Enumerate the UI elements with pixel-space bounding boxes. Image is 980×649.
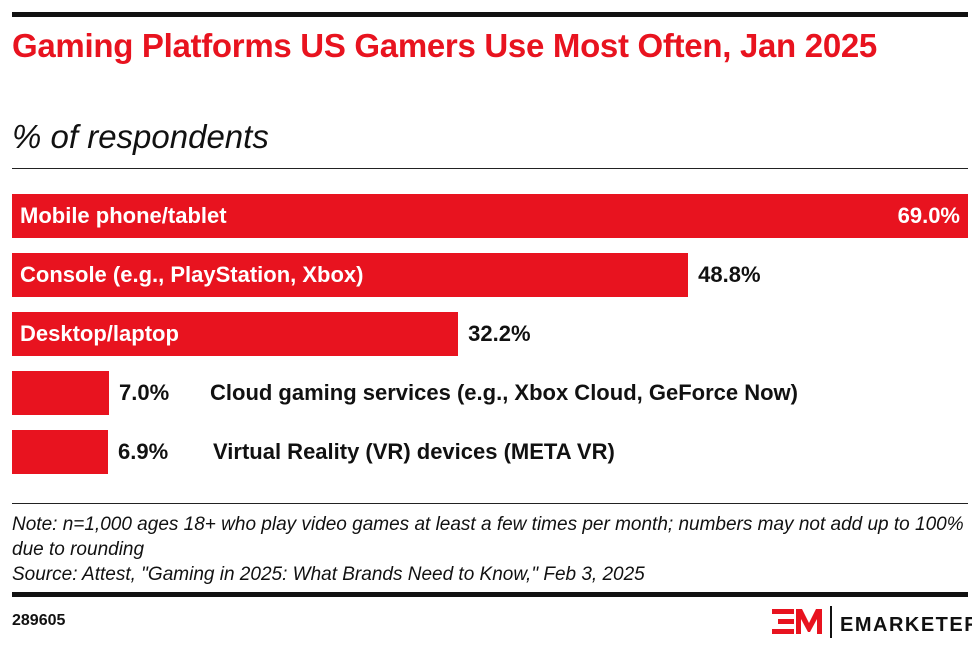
value-label: 7.0% — [118, 380, 170, 405]
bar — [12, 312, 459, 356]
value-label: 69.0% — [897, 203, 960, 228]
note: Note: n=1,000 ages 18+ who play video ga… — [12, 514, 964, 560]
category-label: Mobile phone/tablet — [20, 203, 227, 228]
chart-title: Gaming Platforms US Gamers Use Most Ofte… — [12, 27, 877, 64]
emarketer-logo: EMARKETER — [772, 606, 979, 643]
bar — [12, 194, 968, 238]
value-label: 48.8% — [698, 262, 761, 287]
svg-text:EMARKETER: EMARKETER — [840, 614, 972, 636]
footer-divider — [12, 503, 968, 504]
value-label: 6.9% — [118, 439, 169, 464]
chart-subtitle: % of respondents — [12, 118, 269, 155]
chart-id: 289605 — [12, 612, 66, 629]
top-rule — [12, 12, 968, 17]
category-label: Console (e.g., PlayStation, Xbox) — [20, 262, 364, 287]
category-label: Cloud gaming services (e.g., Xbox Cloud,… — [210, 380, 798, 405]
source: Source: Attest, "Gaming in 2025: What Br… — [12, 564, 645, 585]
notes: Note: n=1,000 ages 18+ who play video ga… — [12, 512, 972, 587]
bar — [12, 253, 689, 297]
bar — [12, 430, 108, 474]
header-divider — [12, 168, 968, 169]
category-label: Desktop/laptop — [20, 321, 179, 346]
value-label: 32.2% — [468, 321, 531, 346]
bottom-rule — [12, 592, 968, 597]
bar — [12, 371, 109, 415]
category-label: Virtual Reality (VR) devices (META VR) — [213, 439, 615, 464]
